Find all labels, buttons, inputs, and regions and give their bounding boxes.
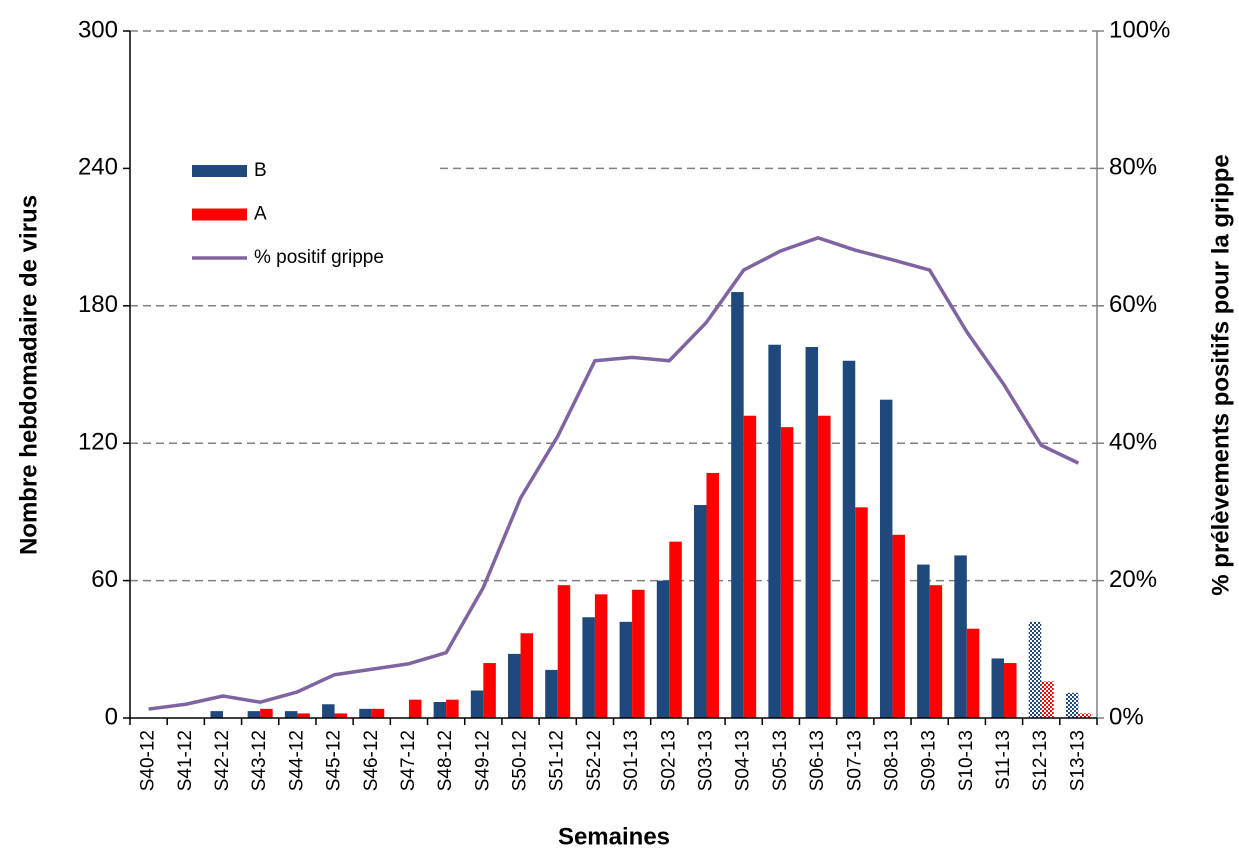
bar	[247, 711, 261, 718]
x-tick-label: S40-12	[138, 730, 159, 791]
y-tick-label: 0	[105, 703, 118, 730]
bar	[780, 427, 794, 718]
bar	[842, 360, 856, 718]
y2-tick-label: 60%	[1109, 291, 1157, 318]
bar	[929, 585, 943, 718]
x-tick-label: S04-13	[733, 730, 754, 791]
x-tick-label: S09-13	[919, 730, 940, 791]
x-tick-label: S50-12	[510, 730, 531, 791]
bar	[446, 699, 459, 718]
x-tick-label: S49-12	[472, 730, 493, 791]
bar	[545, 669, 558, 718]
y-axis-title: Nombre hebdomadaire de virus	[15, 195, 42, 555]
x-tick-label: S10-13	[956, 730, 977, 791]
x-tick-label: S46-12	[361, 730, 382, 791]
bar	[768, 344, 781, 718]
bar	[284, 711, 298, 718]
bar	[917, 564, 930, 718]
x-tick-label: S44-12	[286, 730, 307, 791]
bar	[322, 704, 335, 718]
bar	[706, 472, 719, 718]
x-tick-label: S03-13	[695, 730, 716, 791]
legend-swatch	[192, 208, 247, 221]
line	[148, 236, 1080, 711]
bar	[879, 399, 893, 718]
bar	[483, 663, 496, 718]
bar	[260, 708, 273, 718]
bar	[470, 690, 484, 718]
bar	[892, 534, 905, 718]
bar	[1004, 663, 1017, 718]
bar	[855, 507, 868, 718]
bar	[632, 589, 645, 718]
legend-label: B	[254, 160, 267, 181]
x-tick-label: S47-12	[398, 730, 419, 791]
bar	[669, 541, 682, 718]
bar	[297, 713, 310, 718]
y-tick-label: 300	[78, 16, 118, 43]
bar	[619, 621, 633, 718]
y2-tick-label: 40%	[1109, 429, 1157, 456]
x-tick-label: S01-13	[621, 730, 642, 791]
bar	[818, 415, 831, 718]
x-tick-label: S52-12	[584, 730, 605, 791]
bar	[359, 708, 372, 718]
bar	[656, 580, 670, 718]
y2-tick-label: 100%	[1109, 16, 1170, 43]
bar	[582, 617, 595, 718]
x-tick-label: S43-12	[249, 730, 270, 791]
bar	[966, 628, 980, 718]
x-tick-label: S12-13	[1030, 730, 1051, 791]
x-tick-label: S05-13	[770, 730, 791, 791]
legend-label: % positif grippe	[254, 247, 384, 268]
x-tick-label: S51-12	[547, 730, 568, 791]
y2-tick-label: 0%	[1109, 703, 1144, 730]
y2-tick-label: 80%	[1109, 154, 1157, 181]
x-tick-label: S41-12	[175, 730, 196, 791]
bar	[1028, 621, 1042, 718]
legend-label: A	[254, 204, 267, 225]
x-tick-label: S02-13	[658, 730, 679, 791]
bar	[731, 292, 744, 718]
bar	[371, 708, 385, 718]
x-tick-label: S45-12	[324, 730, 345, 791]
bar	[433, 701, 447, 718]
bar	[1041, 681, 1054, 718]
bar	[334, 713, 348, 718]
bar	[594, 594, 608, 718]
legend-swatch	[192, 165, 247, 177]
bar	[1065, 692, 1079, 718]
y-tick-label: 180	[78, 291, 118, 318]
bar	[991, 658, 1005, 718]
bar	[954, 555, 967, 718]
bar	[520, 633, 534, 718]
y2-tick-label: 20%	[1109, 566, 1157, 593]
bar	[508, 653, 521, 718]
bar	[805, 347, 819, 718]
x-tick-label: S06-13	[807, 730, 828, 791]
x-tick-label: S08-13	[881, 730, 902, 791]
x-tick-label: S13-13	[1067, 730, 1088, 791]
bar	[557, 585, 571, 718]
x-tick-label: S07-13	[844, 730, 865, 791]
y-tick-label: 120	[78, 429, 118, 456]
x-tick-label: S42-12	[212, 730, 233, 791]
y2-axis-title: % prélèvements positifs pour la grippe	[1207, 154, 1234, 595]
x-axis-title: Semaines	[558, 823, 670, 850]
y-tick-label: 240	[78, 154, 118, 181]
bar	[743, 415, 757, 718]
bar	[693, 505, 707, 718]
bar	[1078, 713, 1091, 718]
bar	[210, 711, 223, 718]
bar	[408, 699, 422, 718]
x-tick-label: S11-13	[993, 730, 1014, 790]
x-tick-label: S48-12	[435, 730, 456, 791]
y-tick-label: 60	[91, 566, 118, 593]
